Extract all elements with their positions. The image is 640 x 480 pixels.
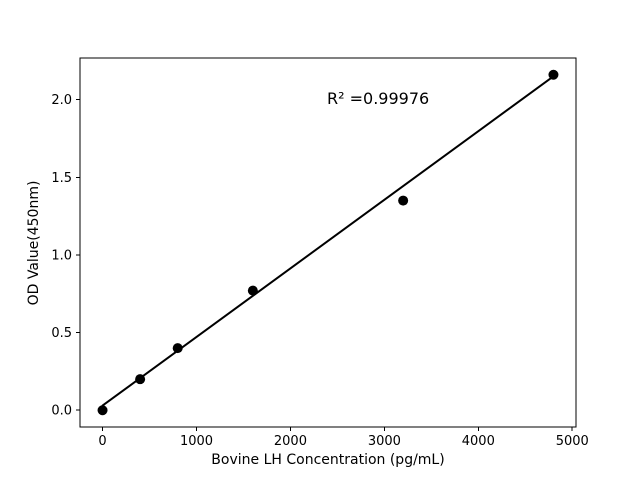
x-tick-label: 2000	[274, 434, 307, 449]
y-tick-label: 2.0	[51, 93, 72, 108]
data-point	[135, 374, 146, 385]
x-axis-label: Bovine LH Concentration (pg/mL)	[211, 452, 444, 468]
y-tick-label: 0.0	[51, 404, 72, 419]
x-tick-label: 0	[98, 434, 106, 449]
data-point	[398, 195, 409, 206]
data-point	[247, 285, 258, 296]
ticks-layer: 0 1000 2000 3000 4000 5000 0.0 0.5 1.0 1.5 2.0	[51, 93, 588, 449]
data-point	[548, 69, 559, 80]
series-layer	[97, 69, 559, 416]
y-axis-label: OD Value(450nm)	[26, 181, 42, 306]
x-tick-label: 3000	[368, 434, 401, 449]
data-point	[172, 343, 183, 354]
y-tick-label: 0.5	[51, 326, 72, 341]
y-tick-label: 1.5	[51, 171, 72, 186]
x-tick-label: 4000	[462, 434, 495, 449]
data-point	[97, 405, 108, 416]
r-squared-annotation: R² =0.99976	[327, 89, 429, 108]
x-tick-label: 1000	[180, 434, 213, 449]
plot-border	[79, 57, 577, 428]
y-tick-label: 1.0	[51, 248, 72, 263]
x-tick-label: 5000	[556, 434, 589, 449]
fit-line	[101, 75, 555, 407]
